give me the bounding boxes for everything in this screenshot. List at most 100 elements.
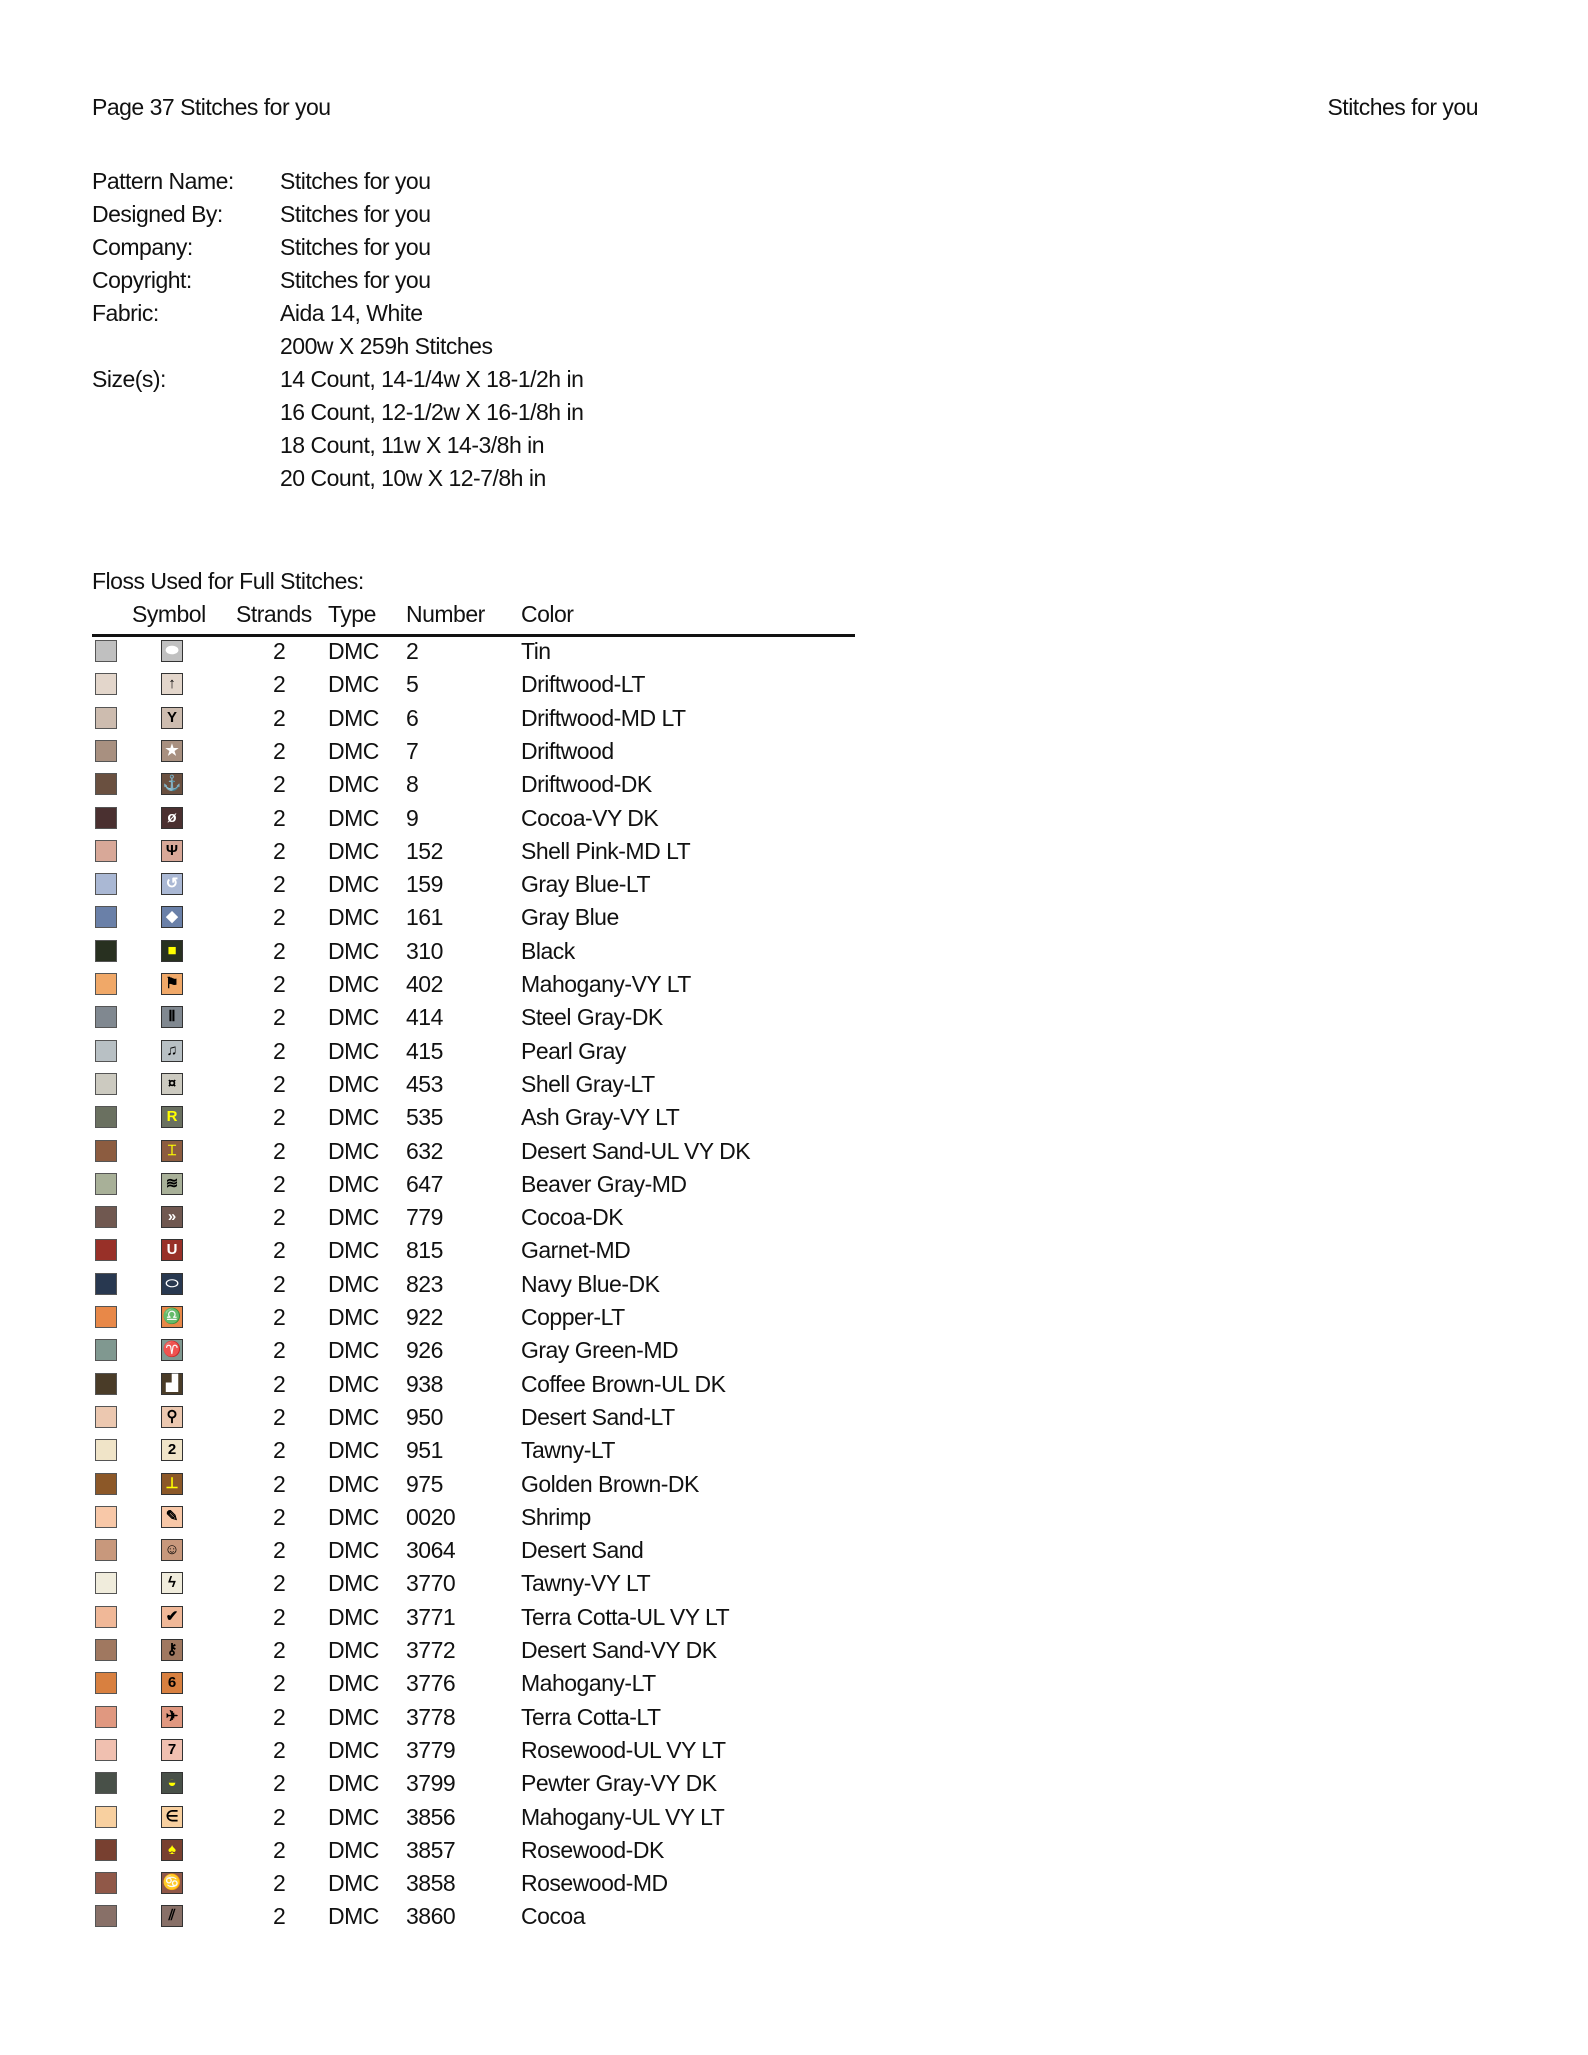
type: DMC: [328, 1603, 379, 1630]
symbol-icon: ✎: [161, 1505, 183, 1528]
table-row: ✎ 2 DMC 0020 Shrimp: [0, 1503, 1000, 1533]
number: 161: [406, 904, 443, 931]
color-swatch: [95, 906, 117, 929]
strands: 2: [273, 671, 286, 698]
col-number: Number: [406, 601, 485, 627]
color-swatch: [95, 1772, 117, 1795]
symbol-icon: ⊥: [161, 1472, 183, 1495]
col-strands: Strands: [236, 601, 312, 627]
color-name: Tawny-VY LT: [521, 1570, 651, 1597]
number: 3799: [406, 1770, 456, 1797]
color-swatch: [95, 1272, 117, 1295]
number: 647: [406, 1170, 443, 1197]
number: 3772: [406, 1637, 456, 1663]
strands: 2: [273, 1503, 286, 1530]
color-swatch: [95, 1572, 117, 1595]
strands: 2: [273, 1903, 286, 1930]
table-row: ≋ 2 DMC 647 Beaver Gray-MD: [0, 1170, 1000, 1200]
symbol-icon: ♈: [161, 1339, 183, 1362]
color-name: Desert Sand: [521, 1537, 644, 1564]
type: DMC: [328, 1570, 379, 1597]
symbol-icon: ♋: [161, 1872, 183, 1895]
table-row: ⬬ 2 DMC 2 Tin: [0, 637, 1000, 667]
symbol-icon: ♠: [161, 1838, 183, 1861]
color-swatch: [95, 839, 117, 862]
color-swatch: [95, 873, 117, 896]
strands: 2: [273, 1270, 286, 1297]
color-name: Golden Brown-DK: [521, 1470, 699, 1497]
color-name: Rosewood-UL VY LT: [521, 1736, 726, 1763]
info-value: Stitches for you: [280, 267, 431, 293]
type: DMC: [328, 704, 379, 731]
strands: 2: [273, 837, 286, 864]
number: 3778: [406, 1703, 456, 1730]
symbol-icon: ø: [161, 806, 183, 829]
symbol-icon: ⚷: [161, 1639, 183, 1661]
number: 3779: [406, 1736, 456, 1763]
color-swatch: [95, 1206, 117, 1229]
number: 815: [406, 1237, 443, 1264]
color-name: Ash Gray-VY LT: [521, 1104, 680, 1131]
color-name: Tin: [521, 638, 551, 664]
table-row: ∈ 2 DMC 3856 Mahogany-UL VY LT: [0, 1803, 1000, 1833]
type: DMC: [328, 1736, 379, 1763]
table-row: ϟ 2 DMC 3770 Tawny-VY LT: [0, 1569, 1000, 1599]
table-row: ◆ 2 DMC 161 Gray Blue: [0, 903, 1000, 933]
color-swatch: [95, 1405, 117, 1428]
table-row: ✔ 2 DMC 3771 Terra Cotta-UL VY LT: [0, 1603, 1000, 1633]
color-name: Cocoa-DK: [521, 1204, 624, 1231]
number: 402: [406, 971, 443, 997]
color-name: Navy Blue-DK: [521, 1270, 660, 1297]
strands: 2: [273, 971, 286, 997]
number: 453: [406, 1070, 443, 1097]
table-row: ✈ 2 DMC 3778 Terra Cotta-LT: [0, 1703, 1000, 1733]
color-swatch: [95, 1539, 117, 1562]
symbol-icon: ϟ: [161, 1572, 183, 1595]
number: 3856: [406, 1803, 456, 1830]
color-swatch: [95, 1239, 117, 1262]
info-label: Fabric:: [92, 300, 159, 326]
symbol-icon: ⌶: [161, 1139, 183, 1162]
color-name: Driftwood-MD LT: [521, 704, 686, 731]
color-swatch: [95, 673, 117, 696]
symbol-icon: ▟: [161, 1372, 183, 1395]
table-row: ◒ 2 DMC 3799 Pewter Gray-VY DK: [0, 1769, 1000, 1799]
color-swatch: [95, 1505, 117, 1528]
table-row: ⚷ 2 DMC 3772 Desert Sand-VY DK: [0, 1636, 1000, 1666]
type: DMC: [328, 1037, 379, 1064]
type: DMC: [328, 1070, 379, 1097]
col-type: Type: [328, 601, 376, 627]
table-row: Ⅱ 2 DMC 414 Steel Gray-DK: [0, 1003, 1000, 1033]
color-name: Desert Sand-UL VY DK: [521, 1137, 751, 1164]
number: 0020: [406, 1503, 456, 1530]
table-row: ♎ 2 DMC 922 Copper-LT: [0, 1303, 1000, 1333]
symbol-icon: 7: [161, 1738, 183, 1761]
number: 3776: [406, 1670, 456, 1697]
info-label: Copyright:: [92, 267, 192, 293]
number: 159: [406, 871, 443, 898]
strands: 2: [273, 1803, 286, 1830]
color-swatch: [95, 1439, 117, 1462]
color-swatch: [95, 1905, 117, 1928]
info-label: Pattern Name:: [92, 168, 234, 194]
color-name: Pearl Gray: [521, 1037, 626, 1064]
type: DMC: [328, 837, 379, 864]
color-name: Shell Gray-LT: [521, 1070, 655, 1097]
color-swatch: [95, 1072, 117, 1095]
table-row: ↑ 2 DMC 5 Driftwood-LT: [0, 670, 1000, 700]
strands: 2: [273, 638, 286, 664]
table-row: ⬭ 2 DMC 823 Navy Blue-DK: [0, 1270, 1000, 1300]
color-swatch: [95, 1472, 117, 1495]
color-swatch: [95, 1872, 117, 1895]
table-row: 6 2 DMC 3776 Mahogany-LT: [0, 1669, 1000, 1699]
color-swatch: [95, 1639, 117, 1661]
symbol-icon: Ⅱ: [161, 1006, 183, 1029]
page-header-right: Stitches for you: [1327, 94, 1478, 120]
color-swatch: [95, 640, 117, 662]
color-name: Rosewood-DK: [521, 1836, 664, 1863]
info-label: Designed By:: [92, 201, 223, 227]
color-swatch: [95, 1339, 117, 1362]
symbol-icon: ◒: [161, 1772, 183, 1795]
strands: 2: [273, 1237, 286, 1264]
color-swatch: [95, 1039, 117, 1062]
